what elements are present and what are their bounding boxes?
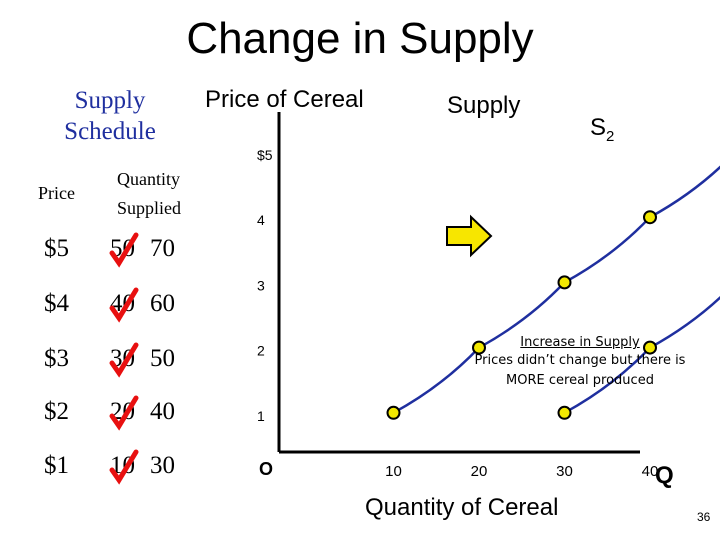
y-tick-label: 3 xyxy=(257,277,265,293)
slide-title: Change in Supply xyxy=(186,14,534,63)
s2-label-letter: S xyxy=(590,114,607,141)
data-point xyxy=(472,340,486,355)
annotation-line1: Prices didn’t change but there is xyxy=(474,353,686,368)
data-point xyxy=(643,210,657,225)
row-price: $1 xyxy=(44,452,69,479)
row-price: $5 xyxy=(44,235,69,262)
shift-arrow xyxy=(446,214,493,258)
s2-label-subscript: 2 xyxy=(606,128,615,145)
schedule-title-line1: Supply xyxy=(74,87,146,114)
x-tick-label: 30 xyxy=(556,463,573,480)
supply-curve-label: Supply xyxy=(447,92,521,119)
data-point xyxy=(557,405,572,420)
y-tick-label: 4 xyxy=(257,212,265,228)
s2-curve xyxy=(563,295,720,414)
y-tick-label: 1 xyxy=(257,408,265,424)
strike-mark xyxy=(109,395,139,431)
new-quantity: 40 xyxy=(150,398,175,425)
y-tick-label: 2 xyxy=(257,343,265,359)
strike-mark xyxy=(109,342,139,378)
new-quantity: 50 xyxy=(150,345,175,372)
page-number: 36 xyxy=(697,510,711,524)
s2-curve-label: S2 xyxy=(590,114,614,145)
schedule-title-line2: Schedule xyxy=(64,118,156,145)
strike-mark xyxy=(109,449,139,485)
new-quantity: 60 xyxy=(150,290,175,317)
new-quantity: 30 xyxy=(150,452,175,479)
annotation-title: Increase in Supply xyxy=(520,335,640,350)
y-tick-label: $5 xyxy=(257,147,273,163)
strike-mark xyxy=(109,232,139,268)
price-column-header: Price xyxy=(38,183,75,203)
row-price: $2 xyxy=(44,398,69,425)
row-price: $4 xyxy=(44,290,69,317)
strike-mark xyxy=(109,287,139,323)
x-axis-title: Quantity of Cereal xyxy=(365,494,559,521)
data-point xyxy=(643,340,657,355)
x-tick-label: 40 xyxy=(642,463,659,480)
quantity-column-header-line2: Supplied xyxy=(117,198,182,218)
x-tick-label: 20 xyxy=(471,463,488,480)
origin-label: O xyxy=(259,459,273,479)
quantity-column-header-line1: Quantity xyxy=(117,169,180,189)
y-axis-title: Price of Cereal xyxy=(205,86,364,113)
x-tick-label: 10 xyxy=(385,463,402,480)
row-price: $3 xyxy=(44,345,69,372)
x-axis-letter: Q xyxy=(655,462,674,489)
annotation-line2: MORE cereal produced xyxy=(506,373,654,388)
data-point xyxy=(557,275,572,290)
data-point xyxy=(386,405,401,420)
new-quantity: 70 xyxy=(150,235,175,262)
